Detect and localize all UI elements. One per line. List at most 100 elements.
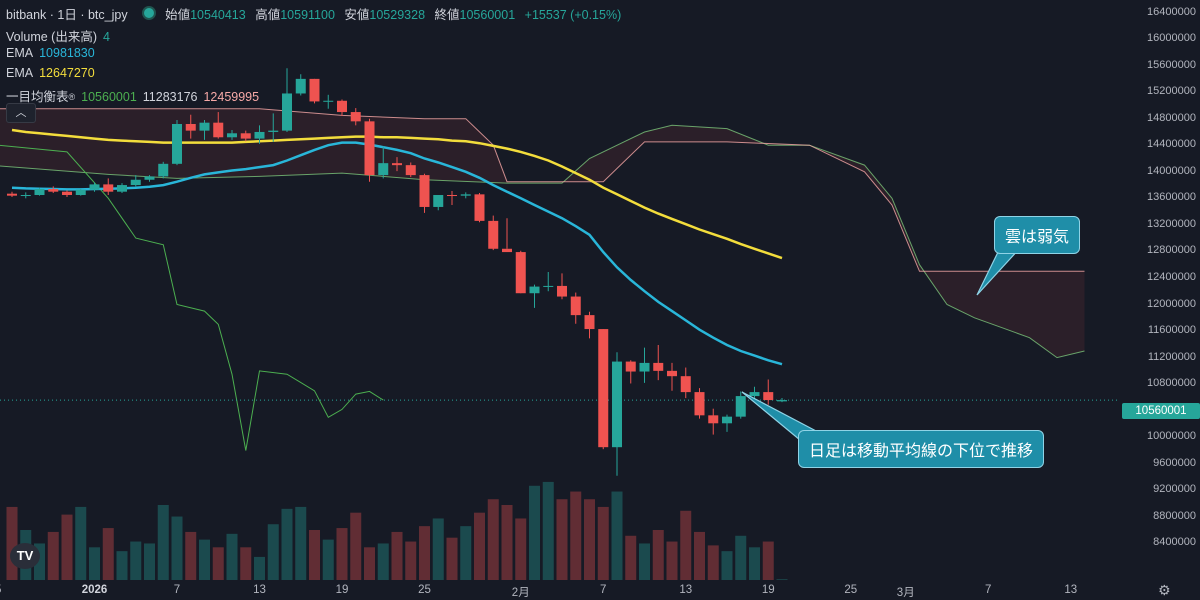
volume-bar — [199, 539, 210, 580]
x-tick-label: 13 — [1064, 584, 1078, 596]
volume-bar — [611, 491, 623, 580]
volume-bar — [185, 531, 197, 580]
volume-bar — [721, 551, 733, 580]
volume-bar — [47, 531, 59, 580]
candle-body — [543, 285, 554, 287]
x-tick-label: 25 — [418, 584, 431, 596]
volume-bar — [89, 547, 100, 580]
ichimoku-value-2: 11283176 — [142, 90, 198, 104]
low-value: 10529328 — [369, 8, 426, 22]
candle-body — [130, 179, 141, 186]
candle-body — [515, 252, 526, 294]
candle-body — [488, 220, 499, 249]
market-status-icon — [141, 6, 156, 20]
ema-fast-label: EMA — [6, 46, 34, 60]
candle-body — [777, 400, 787, 402]
ema-slow-value: 12647270 — [39, 66, 95, 80]
close-value: 10560001 — [459, 8, 516, 22]
volume-bar — [102, 528, 114, 580]
volume-bar — [212, 547, 224, 580]
gear-icon[interactable]: ⚙ — [1158, 582, 1171, 598]
volume-bar — [171, 516, 183, 580]
volume-bar — [295, 506, 307, 580]
volume-bar — [226, 533, 238, 580]
candle-body — [117, 185, 127, 192]
candle-body — [639, 362, 650, 372]
y-tick-label: 10800000 — [1147, 377, 1196, 390]
volume-bar — [666, 541, 678, 580]
candle-body — [557, 285, 567, 297]
candle-body — [34, 189, 45, 196]
y-tick-label: 14800000 — [1147, 111, 1196, 124]
y-tick-label: 12400000 — [1147, 270, 1196, 283]
y-tick-label: 8400000 — [1153, 536, 1196, 549]
volume-bar — [377, 543, 389, 580]
candle-body — [268, 130, 279, 132]
x-tick-label: 13 — [679, 584, 693, 596]
candle-body — [653, 362, 664, 371]
candle-body — [213, 122, 224, 138]
candle-body — [20, 195, 31, 197]
candle-body — [350, 112, 361, 122]
volume-bar — [474, 512, 485, 580]
candle-body — [144, 176, 155, 180]
volume-bar — [515, 518, 527, 580]
candle-body — [694, 392, 705, 416]
y-tick-label: 9600000 — [1153, 456, 1196, 469]
candle-body — [172, 124, 182, 164]
ichimoku-label: 一目均衡表 — [6, 90, 69, 104]
ema-slow-label: EMA — [6, 66, 34, 80]
y-tick-label: 13200000 — [1147, 217, 1196, 230]
candle-body — [227, 133, 237, 138]
volume-bar — [487, 499, 499, 580]
volume-bar — [419, 526, 430, 580]
volume-bar — [570, 491, 582, 580]
volume-bar — [597, 506, 609, 580]
volume-bar — [144, 543, 155, 580]
ichimoku-span-b — [0, 108, 1085, 272]
candle-body — [295, 78, 306, 94]
candle-body — [502, 248, 512, 253]
x-tick-label: 19 — [761, 584, 775, 596]
volume-bar — [350, 512, 362, 580]
volume-bar — [639, 543, 650, 580]
x-tick-label: 2月 — [511, 587, 530, 599]
candle-body — [708, 415, 719, 424]
symbol-title[interactable]: bitbank · 1日 · btc_jpy — [6, 8, 128, 22]
volume-bar — [6, 506, 18, 580]
open-value: 10540413 — [190, 8, 246, 22]
volume-bar — [680, 510, 692, 580]
volume-legend[interactable]: Volume (出来高) 4 — [6, 26, 116, 45]
candle-body — [722, 416, 732, 424]
ichimoku-value-3: 12459995 — [203, 90, 260, 104]
ema-fast-line — [11, 141, 783, 366]
volume-bar — [446, 537, 458, 580]
volume-bar — [75, 506, 87, 580]
volume-bar — [542, 481, 554, 580]
volume-bar — [254, 556, 265, 580]
ema-slow-legend[interactable]: EMA 12647270 — [6, 66, 101, 80]
volume-bar — [501, 505, 513, 580]
candle-body — [419, 175, 430, 207]
ema-fast-legend[interactable]: EMA 10981830 — [6, 46, 101, 60]
x-tick-label: 5 — [0, 584, 1, 596]
collapse-legend-button[interactable]: ︿ — [6, 103, 36, 123]
candle-body — [529, 286, 540, 294]
candle-body — [392, 163, 402, 166]
callout-cloud: 雲は弱気 — [994, 216, 1081, 254]
tradingview-logo[interactable]: TV — [10, 543, 40, 569]
ichimoku-legend[interactable]: 一目均衡表® 10560001 11283176 12459995 — [6, 86, 265, 105]
chevron-up-icon: ︿ — [15, 107, 27, 119]
ichimoku-span-a — [0, 124, 1085, 359]
candle-body — [62, 191, 72, 196]
volume-bar — [652, 530, 664, 580]
volume-bar — [267, 524, 279, 580]
y-tick-label: 8800000 — [1153, 509, 1196, 522]
volume-bar — [309, 530, 320, 580]
candle-body — [433, 195, 444, 207]
y-tick-label: 14000000 — [1147, 164, 1196, 177]
change-value: +15537 (+0.15%) — [524, 8, 622, 22]
candle-body — [7, 193, 17, 196]
y-tick-label: 11200000 — [1147, 350, 1196, 363]
